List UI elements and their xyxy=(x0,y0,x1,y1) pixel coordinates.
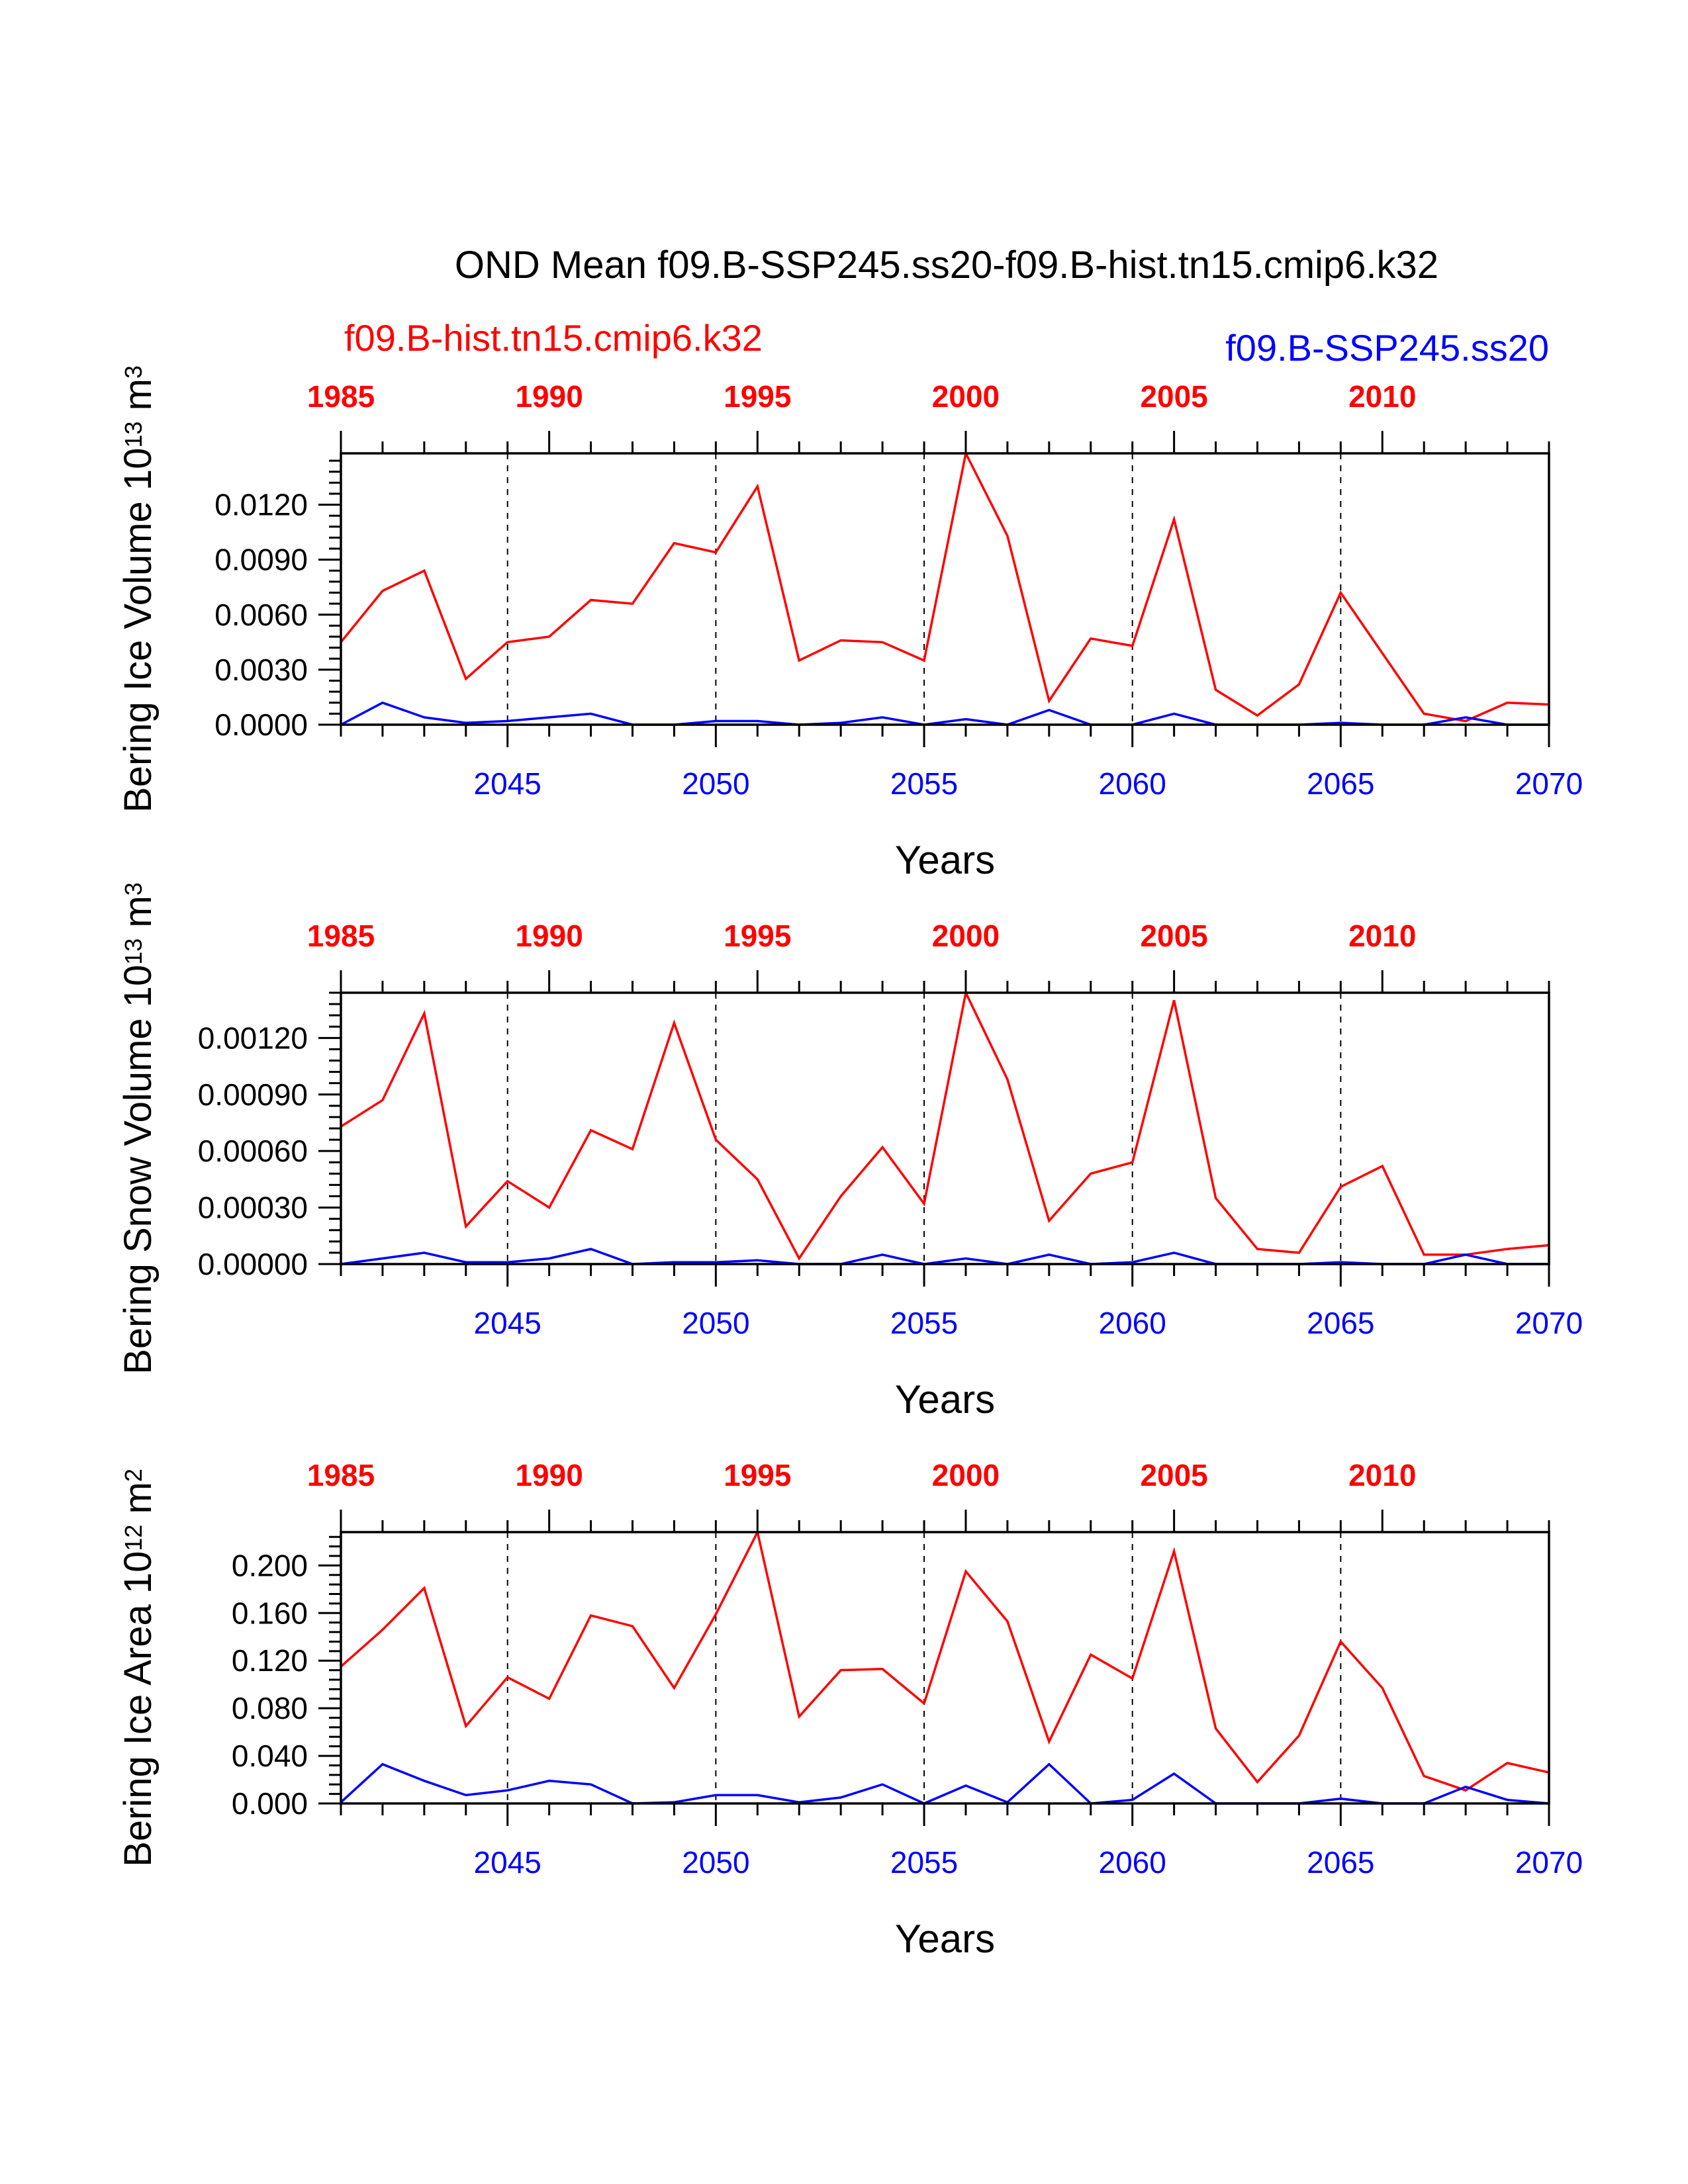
y-tick-label: 0.0060 xyxy=(214,598,308,632)
y-axis-title-part: m xyxy=(117,895,160,938)
y-axis-title-part: Bering Snow Volume 10 xyxy=(117,965,160,1375)
bottom-x-tick-label: 2045 xyxy=(474,766,541,801)
y-tick-label: 0.00120 xyxy=(198,1021,308,1055)
top-x-tick-label: 1995 xyxy=(724,1458,791,1492)
y-tick-label: 0.040 xyxy=(232,1739,308,1773)
bottom-x-tick-label: 2060 xyxy=(1099,1845,1166,1880)
plot-frame xyxy=(340,1531,1550,1805)
y-axis-title-superscript: 12 xyxy=(120,1525,147,1551)
y-tick-label: 0.00000 xyxy=(198,1247,308,1281)
y-tick-label: 0.00090 xyxy=(198,1077,308,1112)
bottom-x-tick-label: 2065 xyxy=(1307,766,1374,801)
y-axis-title-part: Bering Ice Area 10 xyxy=(117,1551,160,1867)
bottom-x-tick-label: 2050 xyxy=(682,766,749,801)
y-axis-title-superscript: 2 xyxy=(120,1469,147,1482)
bottom-x-tick-label: 2050 xyxy=(682,1845,749,1880)
bottom-x-tick-label: 2065 xyxy=(1307,1306,1374,1340)
bottom-x-tick-label: 2055 xyxy=(890,1845,958,1880)
bottom-x-tick-label: 2070 xyxy=(1515,766,1583,801)
legend-hist-label: f09.B-hist.tn15.cmip6.k32 xyxy=(344,317,763,359)
top-x-tick-label: 2010 xyxy=(1348,1458,1416,1492)
y-tick-label: 0.00030 xyxy=(198,1191,308,1225)
top-x-tick-label: 2005 xyxy=(1140,379,1207,414)
y-axis-title: Bering Snow Volume 1013 m3 xyxy=(117,882,160,1375)
top-x-tick-label: 2010 xyxy=(1348,919,1416,953)
x-axis-title: Years xyxy=(895,1377,995,1422)
bottom-x-tick-label: 2060 xyxy=(1099,1306,1166,1340)
top-x-tick-label: 1995 xyxy=(724,919,791,953)
bottom-x-tick-label: 2060 xyxy=(1099,766,1166,801)
bottom-x-tick-label: 2050 xyxy=(682,1306,749,1340)
y-axis-title-part: Bering Ice Volume 10 xyxy=(117,448,160,813)
panels: 2045 2050 2055 2060 2065 2070 1985 1990 1995 2000… xyxy=(117,365,1583,1961)
bottom-x-tick-label: 2055 xyxy=(890,1306,958,1340)
top-x-tick-label: 1990 xyxy=(515,919,583,953)
top-x-tick-label: 1985 xyxy=(307,379,375,414)
plot-frame xyxy=(340,452,1550,726)
y-axis-title-superscript: 13 xyxy=(120,422,147,448)
top-x-tick-label: 1990 xyxy=(515,379,583,414)
top-x-tick-label: 1985 xyxy=(307,1458,375,1492)
y-axis-title-part: m xyxy=(117,379,160,421)
bottom-x-tick-label: 2045 xyxy=(474,1845,541,1880)
top-x-tick-label: 2000 xyxy=(932,1458,1000,1492)
top-x-tick-label: 2005 xyxy=(1140,1458,1207,1492)
top-x-tick-label: 2005 xyxy=(1140,919,1207,953)
y-axis-title: Bering Ice Area 1012 m2 xyxy=(117,1469,160,1867)
top-x-tick-label: 1990 xyxy=(515,1458,583,1492)
bottom-x-tick-label: 2065 xyxy=(1307,1845,1374,1880)
plot-frame xyxy=(340,991,1550,1265)
bottom-x-tick-label: 2045 xyxy=(474,1306,541,1340)
y-tick-label: 0.0000 xyxy=(214,707,308,742)
top-x-tick-label: 1995 xyxy=(724,379,791,414)
series-line-hist xyxy=(340,989,1550,1261)
legend-ssp-label: f09.B-SSP245.ss20 xyxy=(1225,327,1549,369)
panel-3: 2045 2050 2055 2060 2065 2070 1985 1990 1995 2000… xyxy=(117,1458,1583,1961)
x-axis-title: Years xyxy=(895,1917,995,1961)
series-line-ssp xyxy=(340,1248,1549,1265)
y-tick-label: 0.00060 xyxy=(198,1134,308,1168)
y-tick-label: 0.080 xyxy=(232,1691,308,1725)
x-axis-title: Years xyxy=(895,838,995,882)
panel-1: 2045 2050 2055 2060 2065 2070 1985 1990 1995 2000… xyxy=(117,365,1583,882)
top-x-tick-label: 2000 xyxy=(932,919,1000,953)
bottom-x-tick-label: 2070 xyxy=(1515,1306,1583,1340)
y-axis-title-superscript: 3 xyxy=(120,365,147,379)
y-tick-label: 0.0030 xyxy=(214,653,308,687)
y-tick-label: 0.000 xyxy=(232,1786,308,1821)
series-line-hist xyxy=(340,449,1550,723)
y-tick-label: 0.200 xyxy=(232,1548,308,1582)
y-axis-title-part: m xyxy=(117,1482,160,1524)
top-x-tick-label: 2000 xyxy=(932,379,1000,414)
series-line-hist xyxy=(340,1528,1550,1792)
panel-2: 2045 2050 2055 2060 2065 2070 1985 1990 1995 2000… xyxy=(117,882,1583,1422)
series-line-ssp xyxy=(340,1762,1550,1805)
chart-title: OND Mean f09.B-SSP245.ss20-f09.B-hist.tn… xyxy=(455,244,1438,287)
y-tick-label: 0.120 xyxy=(232,1643,308,1678)
top-x-tick-label: 1985 xyxy=(307,919,375,953)
y-tick-label: 0.0120 xyxy=(214,488,308,522)
bottom-x-tick-label: 2055 xyxy=(890,766,958,801)
y-axis-title-superscript: 13 xyxy=(120,938,147,965)
y-axis-title-superscript: 3 xyxy=(120,882,147,895)
y-tick-label: 0.160 xyxy=(232,1596,308,1630)
y-axis-title: Bering Ice Volume 1013 m3 xyxy=(117,365,160,813)
top-x-tick-label: 2010 xyxy=(1348,379,1416,414)
series-line-ssp xyxy=(340,701,1549,726)
bottom-x-tick-label: 2070 xyxy=(1515,1845,1583,1880)
y-tick-label: 0.0090 xyxy=(214,543,308,577)
